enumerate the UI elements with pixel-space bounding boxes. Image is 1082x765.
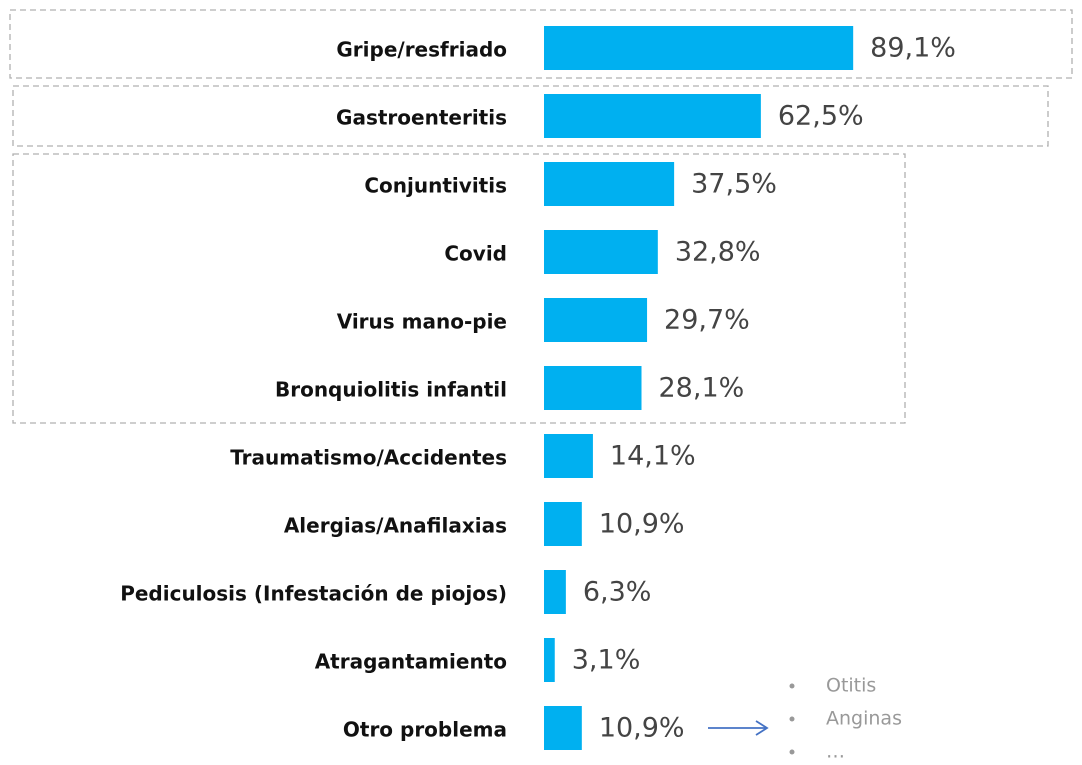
category-label: Traumatismo/Accidentes	[230, 446, 507, 470]
annotation: Otitis	[826, 675, 876, 697]
bar	[544, 570, 566, 614]
bar	[544, 94, 761, 138]
annotation: Anginas	[826, 708, 902, 730]
value-label: 28,1%	[659, 373, 745, 404]
bullet	[789, 749, 795, 755]
category-label: Virus mano-pie	[337, 310, 507, 334]
value-label: 3,1%	[572, 645, 641, 676]
category-label: Pediculosis (Infestación de piojos)	[120, 582, 507, 606]
value-label: 6,3%	[583, 577, 652, 608]
group-box	[12, 153, 906, 424]
bar	[544, 26, 854, 70]
category-label: Gripe/resfriado	[336, 38, 507, 62]
bar	[544, 366, 642, 410]
bar	[544, 230, 658, 274]
value-label: 10,9%	[599, 713, 685, 744]
value-label: 14,1%	[610, 441, 696, 472]
category-label: Atragantamiento	[315, 650, 507, 674]
group-box	[12, 85, 1049, 147]
bar	[544, 298, 648, 342]
category-label: Otro problema	[343, 718, 507, 742]
bullet	[789, 716, 795, 722]
arrow	[708, 720, 769, 736]
value-label: 32,8%	[675, 237, 761, 268]
bar	[544, 638, 555, 682]
bullet	[789, 683, 795, 689]
category-label: Conjuntivitis	[364, 174, 507, 198]
bar	[544, 502, 582, 546]
category-label: Alergias/Anafilaxias	[284, 514, 507, 538]
bar	[544, 162, 675, 206]
bar	[544, 434, 593, 478]
value-label: 62,5%	[778, 101, 864, 132]
annotation: …	[826, 741, 845, 763]
value-label: 10,9%	[599, 509, 685, 540]
category-label: Gastroenteritis	[336, 106, 507, 130]
category-label: Covid	[444, 242, 507, 266]
value-label: 89,1%	[870, 33, 956, 64]
category-label: Bronquiolitis infantil	[275, 378, 507, 402]
bar	[544, 706, 582, 750]
value-label: 29,7%	[664, 305, 750, 336]
value-label: 37,5%	[691, 169, 777, 200]
group-box	[9, 9, 1073, 79]
